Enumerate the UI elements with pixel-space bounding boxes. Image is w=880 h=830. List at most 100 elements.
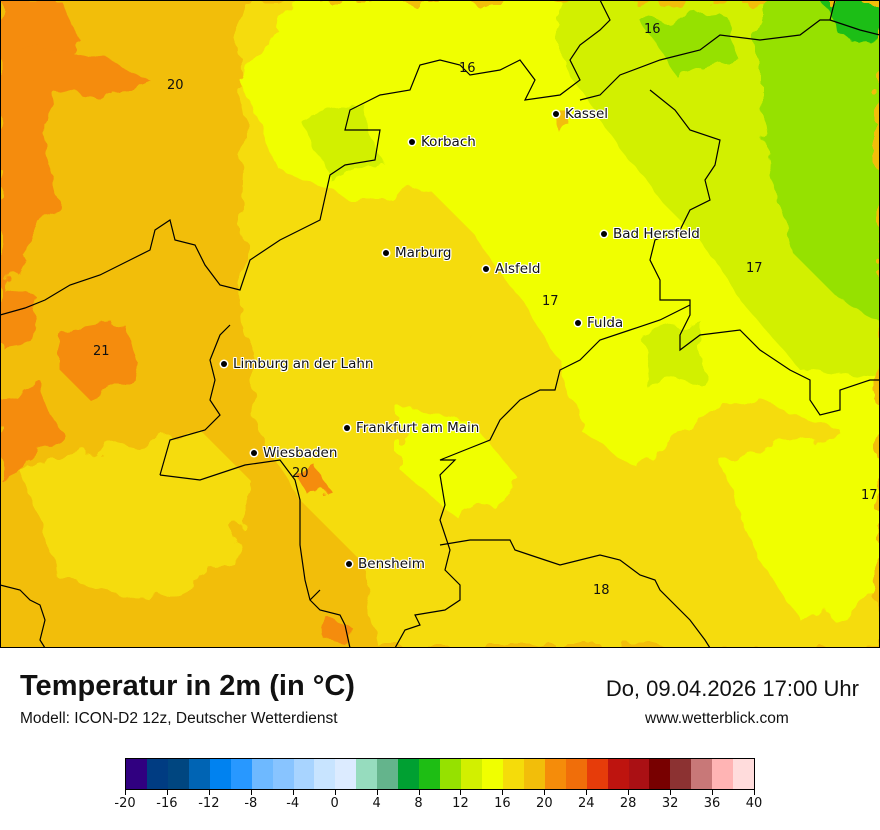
colorbar-tick-label: 8: [414, 796, 423, 811]
colorbar-tick: [166, 790, 168, 795]
colorbar-segment: [398, 759, 420, 789]
colorbar-tick-label: 4: [372, 796, 381, 811]
colorbar-segment: [126, 759, 147, 789]
colorbar-segment: [712, 759, 734, 789]
colorbar-segment: [188, 759, 210, 789]
isotherm-value: 16: [459, 61, 476, 76]
isotherm-value: 21: [93, 344, 110, 359]
colorbar-tick-label: -12: [198, 796, 220, 811]
city-dot-icon: [553, 111, 559, 117]
colorbar-tick: [502, 790, 504, 795]
colorbar-segment: [146, 759, 168, 789]
colorbar-tick: [754, 790, 755, 795]
colorbar-segment: [565, 759, 587, 789]
city-marker: Wiesbaden: [251, 445, 337, 461]
city-name: Limburg an der Lahn: [233, 356, 374, 372]
colorbar-tick: [292, 790, 294, 795]
city-marker: Alsfeld: [483, 261, 540, 277]
colorbar-tick: [376, 790, 378, 795]
colorbar-tick: [250, 790, 252, 795]
isotherm-value: 20: [292, 466, 309, 481]
colorbar-tick-label: 12: [452, 796, 469, 811]
colorbar-tick-label: -16: [156, 796, 178, 811]
city-dot-icon: [575, 320, 581, 326]
city-name: Bad Hersfeld: [613, 226, 700, 242]
colorbar-tick: [544, 790, 546, 795]
city-marker: Frankfurt am Main: [344, 420, 479, 436]
colorbar-tick: [208, 790, 210, 795]
colorbar-segment: [733, 759, 755, 789]
colorbar-segment: [523, 759, 545, 789]
colorbar-tick-label: 28: [619, 796, 637, 811]
colorbar-segment: [293, 759, 315, 789]
colorbar-segment: [502, 759, 524, 789]
city-marker: Marburg: [383, 245, 451, 261]
colorbar-segment: [377, 759, 399, 789]
city-name: Fulda: [587, 315, 624, 331]
colorbar-segment: [209, 759, 231, 789]
colorbar-tick-label: 36: [703, 796, 721, 811]
city-name: Frankfurt am Main: [356, 420, 480, 436]
city-dot-icon: [601, 231, 607, 237]
colorbar-tick: [334, 790, 336, 795]
city-name: Bensheim: [358, 556, 425, 572]
colorbar-tick-label: 0: [330, 796, 339, 811]
colorbar-segment: [649, 759, 671, 789]
colorbar: [125, 758, 755, 790]
city-dot-icon: [346, 561, 352, 567]
colorbar-segment: [691, 759, 713, 789]
colorbar-segment: [481, 759, 503, 789]
colorbar-segment: [440, 759, 461, 789]
city-marker: Kassel: [553, 106, 608, 122]
city-dot-icon: [483, 266, 489, 272]
colorbar-segment: [607, 759, 629, 789]
colorbar-segment: [251, 759, 273, 789]
colorbar-tick: [712, 790, 714, 795]
isotherm-value: 18: [593, 583, 610, 598]
colorbar-tick: [418, 790, 420, 795]
city-marker: Fulda: [575, 315, 623, 331]
city-marker: Korbach: [409, 134, 476, 150]
isotherm-value: 17: [542, 294, 559, 309]
isotherm-value: 20: [167, 78, 184, 93]
colorbar-tick-label: -8: [244, 796, 258, 811]
colorbar-segment: [419, 759, 441, 789]
colorbar-segment: [628, 759, 650, 789]
city-name: Wiesbaden: [263, 445, 338, 461]
colorbar-ticks: -20 -16 -12 -8 -4 0 4 8 12 16 20 24 28 32 36 40: [114, 790, 762, 820]
temperature-map: Kassel Korbach Bad Hersfeld Marburg Alsfeld F…: [0, 0, 880, 648]
city-name: Kassel: [565, 106, 609, 122]
website-link[interactable]: www.wetterblick.com: [645, 710, 789, 727]
model-subtitle: Modell: ICON-D2 12z, Deutscher Wetterdie…: [20, 710, 338, 727]
city-name: Korbach: [421, 134, 476, 150]
colorbar-segment: [314, 759, 336, 789]
colorbar-segment: [461, 759, 482, 789]
colorbar-tick-label: 32: [661, 796, 679, 811]
isotherm-value: 17: [861, 488, 878, 503]
colorbar-tick: [670, 790, 672, 795]
colorbar-tick-label: 40: [745, 796, 763, 811]
colorbar-segment: [670, 759, 692, 789]
city-name: Alsfeld: [495, 261, 541, 277]
city-dot-icon: [221, 361, 227, 367]
colorbar-tick-label: -4: [286, 796, 300, 811]
city-dot-icon: [383, 250, 389, 256]
colorbar-segment: [586, 759, 608, 789]
colorbar-segment: [335, 759, 357, 789]
colorbar-segment: [356, 759, 378, 789]
colorbar-segment: [167, 759, 189, 789]
isotherm-value: 16: [644, 22, 661, 37]
colorbar-tick-label: -20: [114, 796, 136, 811]
colorbar-tick: [460, 790, 462, 795]
city-dot-icon: [251, 450, 257, 456]
map-title: Temperatur in 2m (in °C): [20, 670, 355, 702]
colorbar-tick-label: 24: [577, 796, 595, 811]
colorbar-segment: [544, 759, 566, 789]
city-name: Marburg: [395, 245, 452, 261]
colorbar-tick: [586, 790, 588, 795]
forecast-datetime: Do, 09.04.2026 17:00 Uhr: [605, 676, 859, 701]
city-marker: Limburg an der Lahn: [221, 356, 373, 372]
colorbar-segment: [272, 759, 294, 789]
colorbar-tick-label: 20: [536, 796, 553, 811]
colorbar-tick: [628, 790, 630, 795]
